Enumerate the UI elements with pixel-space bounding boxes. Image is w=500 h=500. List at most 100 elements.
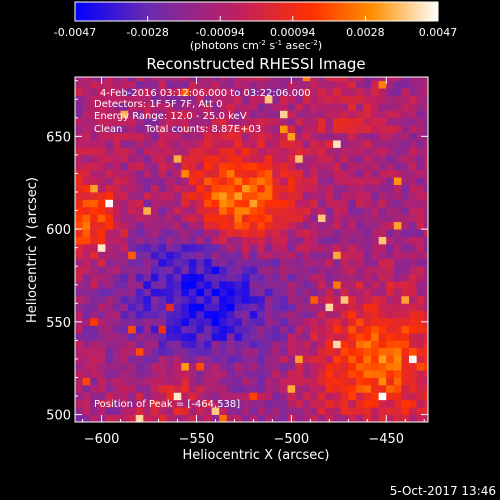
heatmap-cell xyxy=(279,162,288,171)
heatmap-cell xyxy=(363,236,372,245)
heatmap-cell xyxy=(166,177,175,185)
heatmap-cell xyxy=(340,355,349,364)
heatmap-cell xyxy=(264,110,273,119)
heatmap-cell xyxy=(226,110,235,119)
heatmap-cell xyxy=(173,229,182,237)
heatmap-cell xyxy=(143,288,152,297)
heatmap-cell xyxy=(325,318,334,326)
heatmap-cell xyxy=(302,251,311,260)
heatmap-cell xyxy=(82,206,91,215)
heatmap-cell xyxy=(226,77,235,82)
heatmap-cell xyxy=(393,154,402,163)
heatmap-cell xyxy=(135,88,144,96)
heatmap-cell xyxy=(158,184,167,193)
heatmap-cell xyxy=(120,162,129,171)
heatmap-cell xyxy=(340,377,349,386)
heatmap-cell xyxy=(348,206,357,215)
heatmap-cell xyxy=(371,132,380,141)
heatmap-cell xyxy=(348,384,357,393)
heatmap-cell xyxy=(128,199,137,208)
heatmap-cell xyxy=(279,303,288,312)
heatmap-cell xyxy=(234,414,243,422)
heatmap-cell xyxy=(333,77,342,82)
heatmap-cell xyxy=(401,288,410,297)
heatmap-cell xyxy=(97,184,106,193)
heatmap-cell xyxy=(355,303,364,312)
heatmap-cell xyxy=(204,102,213,111)
heatmap-cell xyxy=(386,258,395,267)
heatmap-cell xyxy=(409,236,418,245)
heatmap-cell xyxy=(416,199,425,208)
heatmap-cell xyxy=(363,281,372,289)
heatmap-cell xyxy=(355,399,364,408)
heatmap-cell xyxy=(82,377,91,386)
heatmap-cell xyxy=(242,102,250,111)
colorbar-unit: (photons cm-2 s-1 asec-2) xyxy=(190,39,322,52)
heatmap-cell xyxy=(249,110,258,119)
heatmap-cell xyxy=(105,258,114,267)
heatmap-cell xyxy=(302,303,311,312)
heatmap-cell xyxy=(181,407,190,415)
heatmap-cell xyxy=(219,132,228,141)
heatmap-cell xyxy=(211,229,220,237)
heatmap-cell xyxy=(416,110,425,119)
heatmap-cell xyxy=(120,414,129,422)
heatmap-cell xyxy=(75,140,83,148)
heatmap-cell xyxy=(249,125,258,134)
heatmap-cell xyxy=(325,199,334,208)
heatmap-cell xyxy=(249,318,258,326)
heatmap-cell xyxy=(310,80,319,89)
heatmap-cell xyxy=(173,258,182,267)
heatmap-cell xyxy=(272,384,281,393)
heatmap-cell xyxy=(416,162,425,171)
heatmap-cell xyxy=(143,132,152,141)
heatmap-cell xyxy=(279,325,288,334)
heatmap-cell xyxy=(272,310,281,319)
heatmap-cell xyxy=(264,162,273,171)
heatmap-cell xyxy=(204,355,213,364)
heatmap-cell xyxy=(401,117,410,126)
heatmap-cell xyxy=(112,273,121,282)
heatmap-cell xyxy=(325,355,334,364)
heatmap-cell xyxy=(226,288,235,297)
heatmap-cell xyxy=(234,384,243,393)
heatmap-cell xyxy=(249,258,258,267)
heatmap-cell xyxy=(287,310,296,319)
heatmap-cell xyxy=(97,303,106,312)
heatmap-cell xyxy=(249,414,258,422)
heatmap-cell xyxy=(409,243,418,252)
heatmap-cell xyxy=(310,192,319,200)
heatmap-cell xyxy=(325,110,334,119)
heatmap-cell xyxy=(333,102,342,111)
heatmap-cell xyxy=(279,258,288,267)
heatmap-cell xyxy=(90,407,99,415)
heatmap-cell xyxy=(219,214,228,223)
heatmap-cell xyxy=(257,310,266,319)
heatmap-cell xyxy=(378,288,387,297)
heatmap-cell xyxy=(257,332,266,341)
heatmap-cell xyxy=(264,295,273,304)
heatmap-cell xyxy=(204,266,213,275)
heatmap-cell xyxy=(348,370,357,378)
heatmap-cell xyxy=(416,273,425,282)
heatmap-cell xyxy=(158,243,167,252)
heatmap-cell xyxy=(295,310,304,319)
heatmap-cell xyxy=(128,177,137,185)
heatmap-cell xyxy=(90,392,99,401)
heatmap-cell xyxy=(302,273,311,282)
heatmap-cell xyxy=(295,407,304,415)
heatmap-cell xyxy=(219,362,228,371)
heatmap-cell xyxy=(196,177,205,185)
heatmap-cell xyxy=(188,407,197,415)
heatmap-cell xyxy=(279,332,288,341)
heatmap-cell xyxy=(264,169,273,178)
heatmap-cell xyxy=(424,229,428,237)
heatmap-cell xyxy=(333,258,342,267)
heatmap-cell xyxy=(409,251,418,260)
heatmap-cell xyxy=(409,347,418,356)
heatmap-cell xyxy=(257,140,266,148)
heatmap-cell xyxy=(242,243,250,252)
heatmap-cell xyxy=(295,162,304,171)
heatmap-cell xyxy=(378,303,387,312)
heatmap-cell xyxy=(340,295,349,304)
